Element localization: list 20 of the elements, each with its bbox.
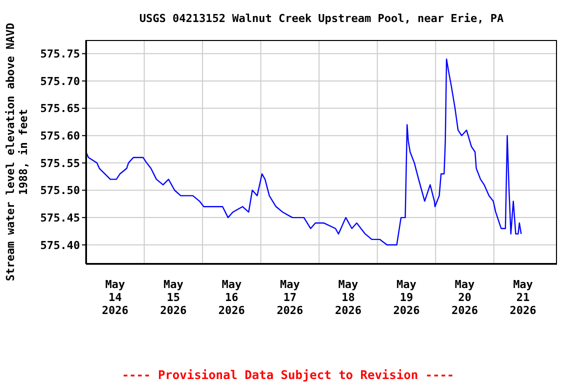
- chart-title: USGS 04213152 Walnut Creek Upstream Pool, near Erie, PA: [138, 12, 505, 25]
- y-tick-label: 575.55: [40, 156, 80, 170]
- y-tick-label: 575.45: [40, 211, 80, 224]
- text: ---- Provisional Data Subject to Revision ----: [120, 368, 456, 382]
- x-tick-label: May 20 2026: [451, 278, 478, 317]
- y-tick-label: 575.70: [40, 74, 80, 88]
- y-tick-label: 575.60: [40, 130, 80, 143]
- y-tick-label: 575.50: [40, 184, 80, 198]
- x-tick-label: May 21 2026: [510, 278, 537, 317]
- y-tick-label: 575.40: [40, 238, 80, 252]
- y-axis-title: Stream water level elevation above NAVD 1988, in feet: [4, 22, 30, 282]
- x-tick-label: May 15 2026: [160, 278, 188, 317]
- x-tick-label: May 19 2026: [393, 278, 420, 317]
- line-series: [86, 58, 522, 246]
- y-tick-label: 575.65: [40, 102, 80, 116]
- x-tick-label: May 18 2026: [334, 278, 362, 317]
- x-tick-label: May 17 2026: [276, 278, 304, 317]
- x-tick-label: May 14 2026: [102, 278, 129, 317]
- y-tick-label: 575.75: [40, 48, 80, 61]
- x-tick-label: May 16 2026: [218, 278, 246, 317]
